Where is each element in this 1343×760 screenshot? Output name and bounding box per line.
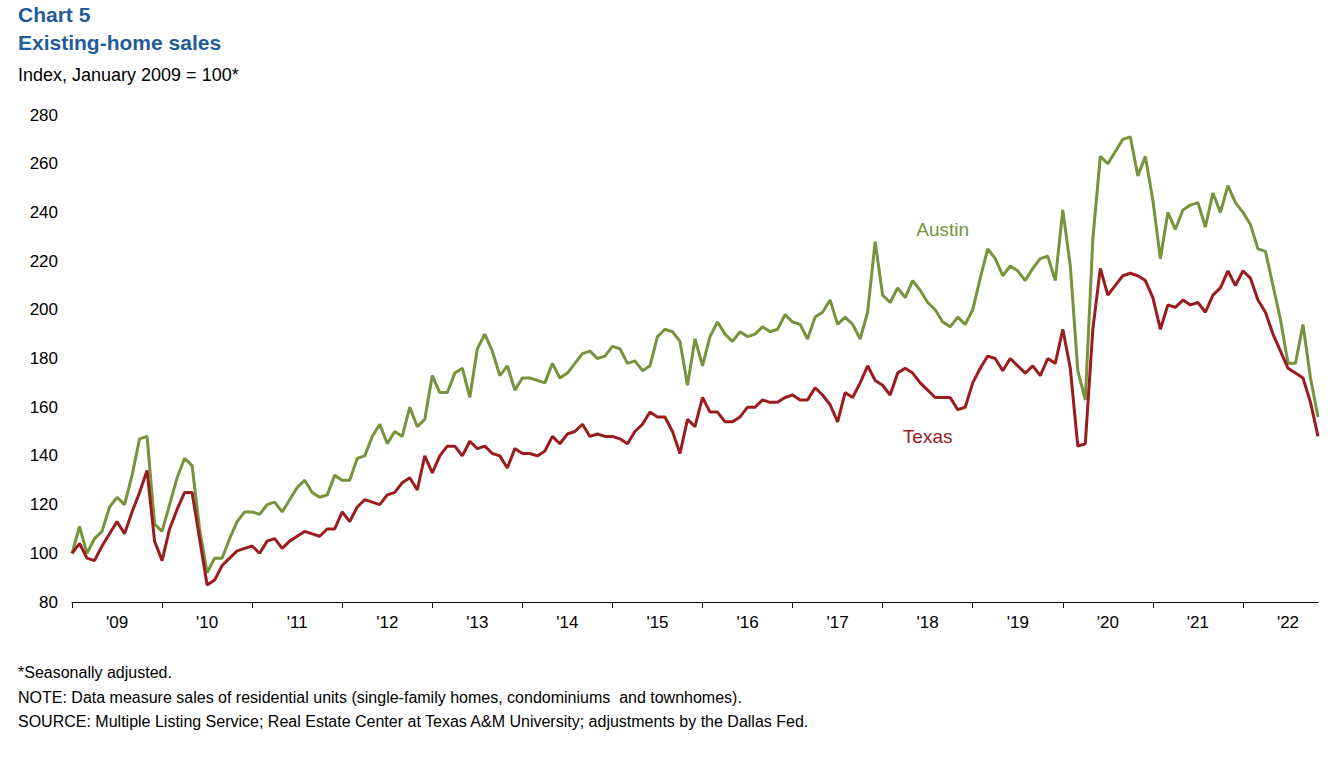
svg-text:Texas: Texas <box>903 426 953 447</box>
svg-text:220: 220 <box>30 252 58 271</box>
svg-text:260: 260 <box>30 154 58 173</box>
svg-text:80: 80 <box>39 593 58 612</box>
svg-text:'18: '18 <box>917 613 939 632</box>
svg-text:140: 140 <box>30 446 58 465</box>
svg-text:'16: '16 <box>736 613 758 632</box>
svg-text:*Seasonally adjusted.: *Seasonally adjusted. <box>18 664 172 681</box>
svg-text:SOURCE: Multiple Listing Servi: SOURCE: Multiple Listing Service; Real E… <box>18 713 808 730</box>
svg-text:200: 200 <box>30 300 58 319</box>
svg-text:'17: '17 <box>827 613 849 632</box>
svg-text:'15: '15 <box>646 613 668 632</box>
svg-text:'12: '12 <box>376 613 398 632</box>
svg-text:Existing-home sales: Existing-home sales <box>18 31 221 54</box>
svg-text:Index, January 2009 = 100*: Index, January 2009 = 100* <box>18 65 239 85</box>
svg-text:'21: '21 <box>1187 613 1209 632</box>
svg-text:'09: '09 <box>106 613 128 632</box>
svg-text:Austin: Austin <box>916 219 969 240</box>
svg-text:'11: '11 <box>287 613 308 632</box>
svg-text:180: 180 <box>30 349 58 368</box>
svg-text:'22: '22 <box>1277 613 1299 632</box>
svg-text:NOTE: Data measure sales of re: NOTE: Data measure sales of residential … <box>18 689 742 706</box>
svg-text:'20: '20 <box>1097 613 1119 632</box>
svg-text:120: 120 <box>30 495 58 514</box>
svg-text:100: 100 <box>30 544 58 563</box>
svg-text:'14: '14 <box>556 613 578 632</box>
svg-text:'10: '10 <box>196 613 218 632</box>
svg-text:'19: '19 <box>1007 613 1029 632</box>
svg-text:Chart 5: Chart 5 <box>18 3 91 26</box>
svg-text:'13: '13 <box>466 613 488 632</box>
svg-text:280: 280 <box>30 106 58 125</box>
svg-text:240: 240 <box>30 203 58 222</box>
svg-text:160: 160 <box>30 398 58 417</box>
